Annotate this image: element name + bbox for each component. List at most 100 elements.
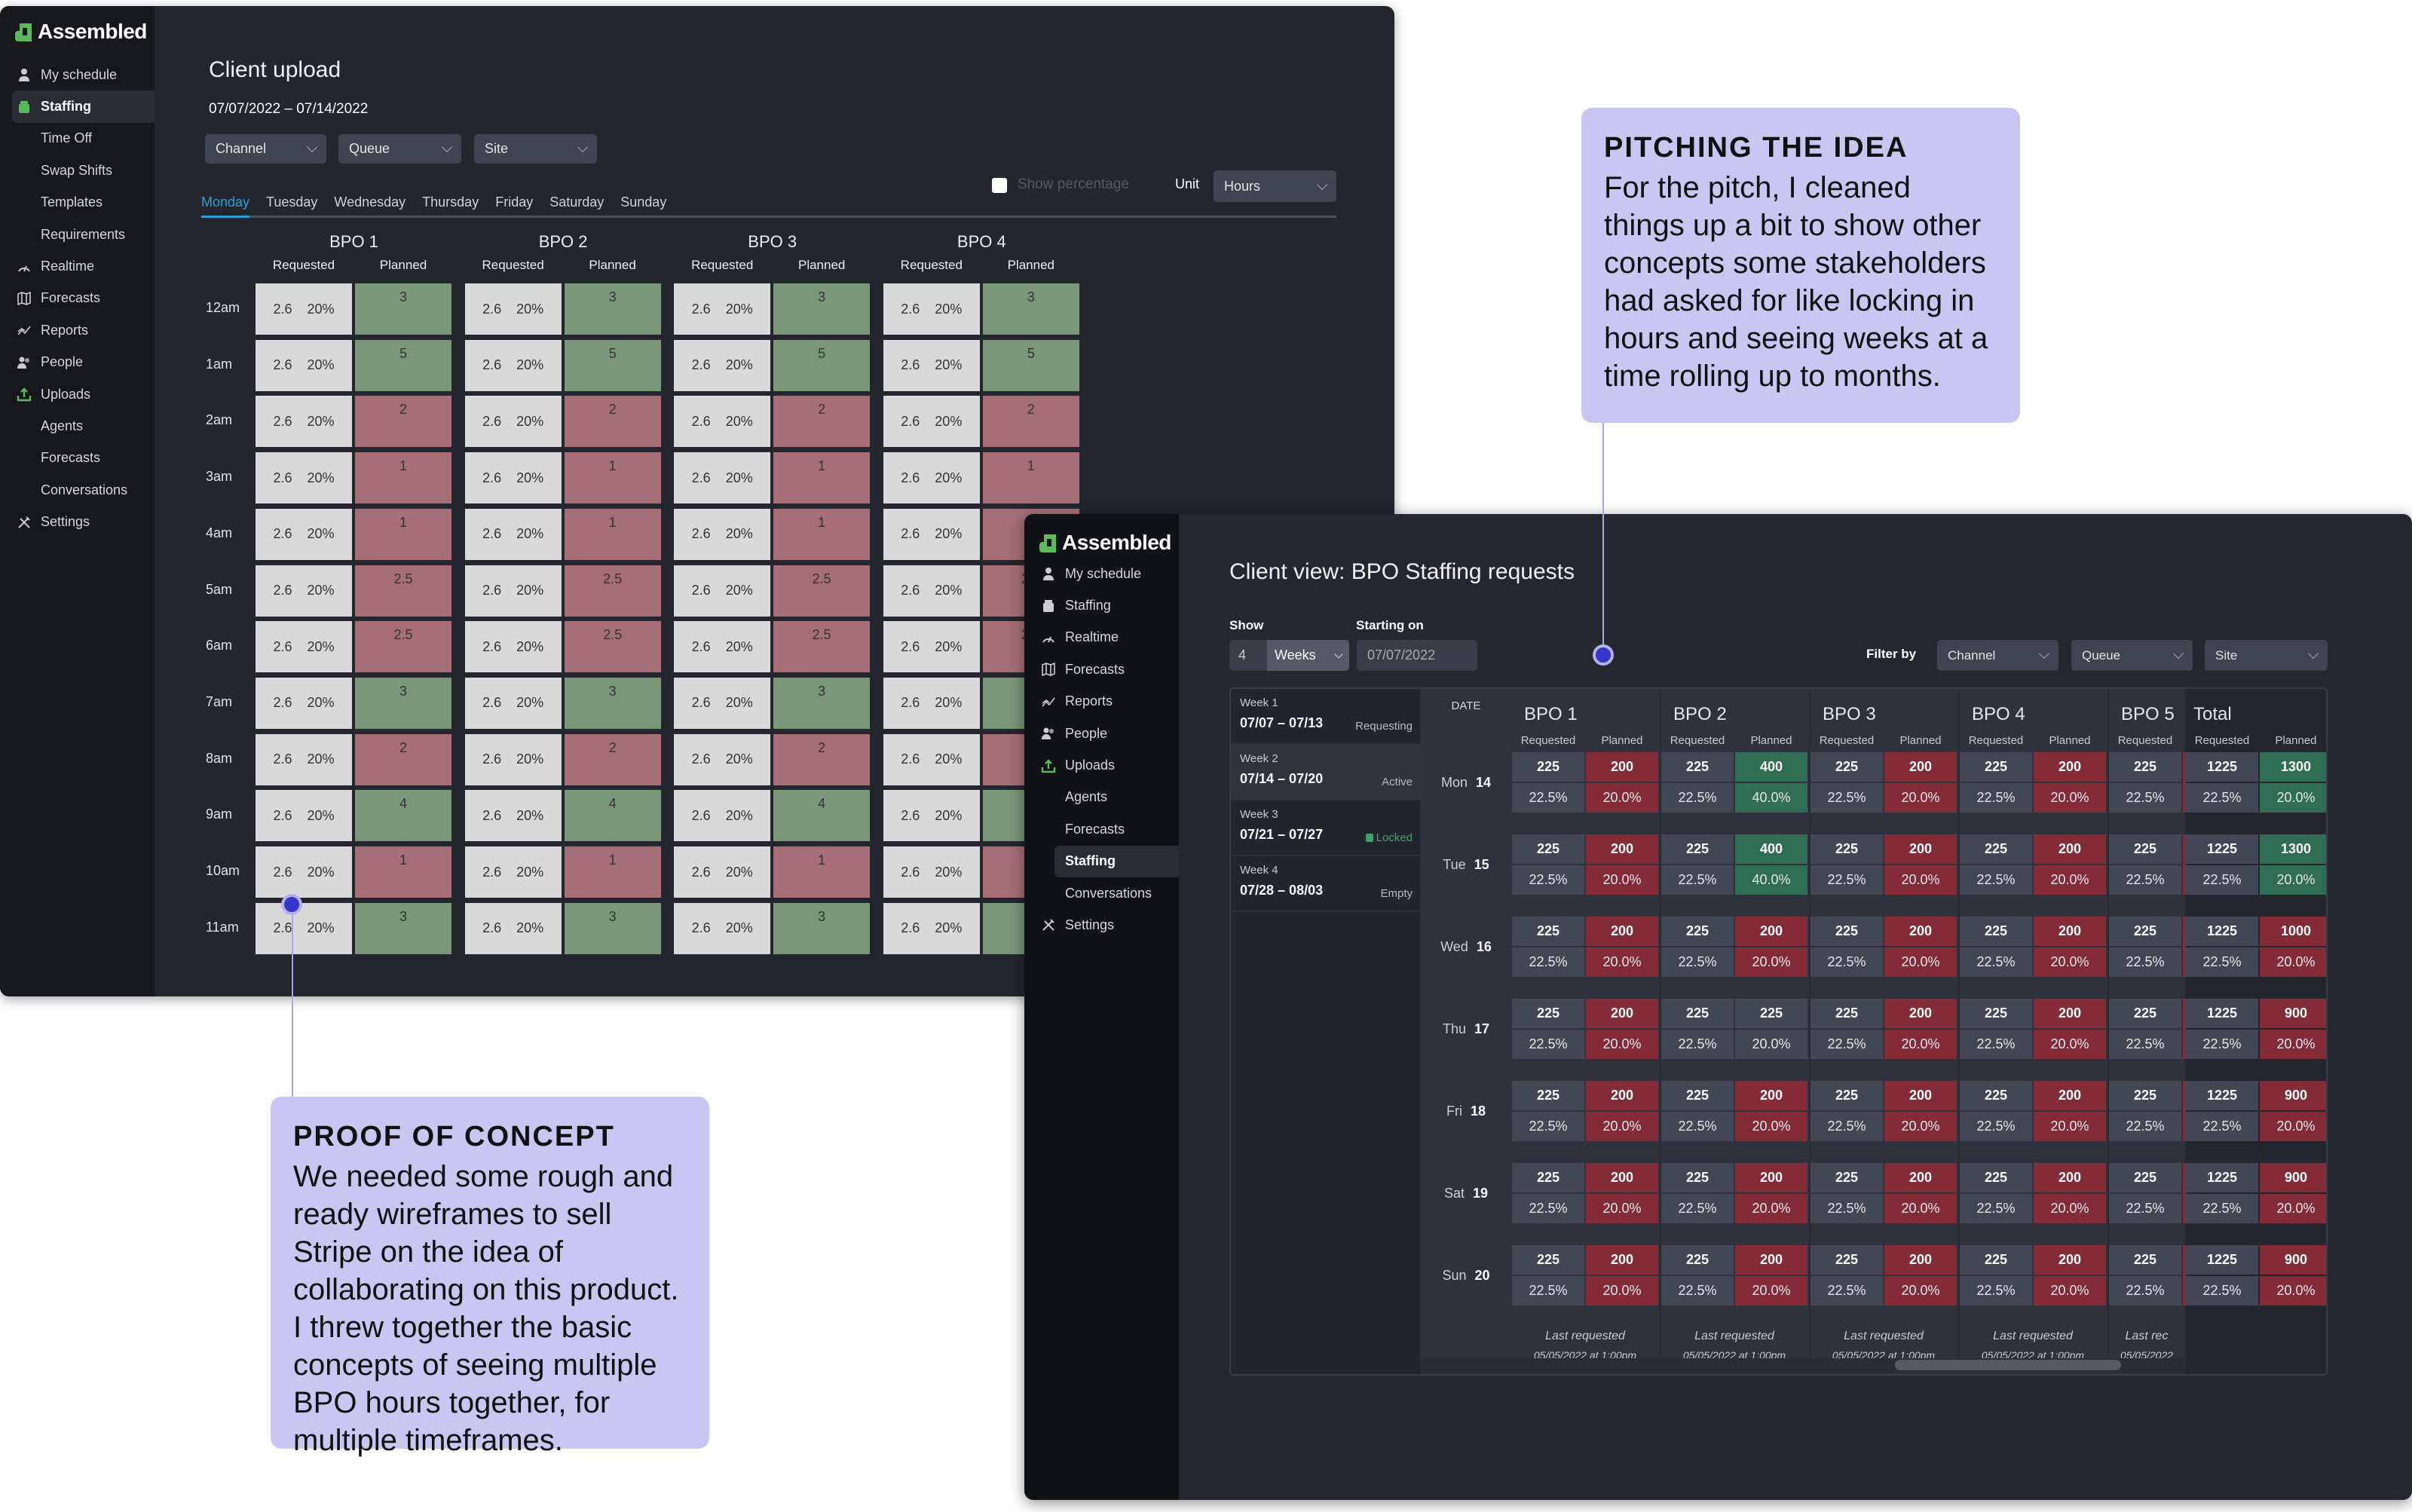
planned-cell[interactable]: 5 — [564, 339, 661, 391]
requested-cell[interactable]: 2.6 20% — [883, 677, 980, 729]
planned-percent[interactable]: 20.0% — [2034, 947, 2106, 977]
requested-value[interactable]: 225 — [1661, 917, 1734, 946]
requested-cell[interactable]: 2.6 20% — [674, 846, 771, 898]
requested-cell[interactable]: 2.6 20% — [256, 902, 352, 954]
requested-percent[interactable]: 22.5% — [1960, 947, 2032, 977]
planned-percent[interactable]: 20.0% — [2260, 1194, 2326, 1223]
planned-percent[interactable]: 20.0% — [1586, 865, 1658, 895]
planned-percent[interactable]: 20.0% — [2034, 783, 2106, 813]
requested-cell[interactable]: 2.6 20% — [256, 508, 352, 560]
sidebar-item-forecasts[interactable]: Forecasts — [0, 283, 155, 314]
planned-cell[interactable]: 3 — [355, 902, 451, 954]
requested-value[interactable]: 225 — [1960, 752, 2032, 782]
planned-value[interactable]: 200 — [1586, 752, 1658, 782]
planned-percent[interactable]: 20.0% — [2260, 783, 2326, 813]
requested-value[interactable]: 225 — [1661, 1081, 1734, 1110]
requested-cell[interactable]: 2.6 20% — [883, 283, 980, 335]
requested-percent[interactable]: 22.5% — [1512, 865, 1584, 895]
requested-cell[interactable]: 2.6 20% — [256, 733, 352, 785]
requested-cell[interactable]: 2.6 20% — [883, 396, 980, 448]
planned-cell[interactable]: 4 — [773, 790, 871, 842]
sidebar-item-reports[interactable]: Reports — [1024, 686, 1179, 718]
planned-percent[interactable]: 40.0% — [1735, 783, 1807, 813]
show-percentage-checkbox[interactable] — [992, 178, 1007, 193]
start-date-input[interactable]: 07/07/2022 — [1357, 640, 1477, 671]
planned-percent[interactable]: 20.0% — [2260, 1030, 2326, 1059]
planned-cell[interactable]: 2 — [982, 396, 1079, 448]
planned-percent[interactable]: 20.0% — [1586, 947, 1658, 977]
requested-percent[interactable]: 22.5% — [1960, 1030, 2032, 1059]
planned-cell[interactable]: 5 — [355, 339, 451, 391]
planned-cell[interactable]: 5 — [982, 339, 1079, 391]
requested-cell[interactable]: 2.6 20% — [674, 621, 771, 673]
week-item[interactable]: Week 3 07/21 – 07/27 Locked — [1231, 800, 1420, 856]
planned-percent[interactable]: 20.0% — [1586, 1276, 1658, 1305]
requested-value[interactable]: 1225 — [2186, 999, 2258, 1028]
week-item[interactable]: Week 1 07/07 – 07/13 Requesting — [1231, 689, 1420, 745]
requested-value[interactable]: 225 — [1960, 999, 2032, 1028]
requested-cell[interactable]: 2.6 20% — [464, 621, 562, 673]
requested-value[interactable]: 1225 — [2186, 834, 2258, 864]
sidebar-item-conversations[interactable]: Conversations — [0, 474, 155, 506]
planned-value[interactable]: 1300 — [2260, 834, 2326, 864]
planned-percent[interactable]: 20.0% — [1586, 783, 1658, 813]
sidebar-item-forecasts[interactable]: Forecasts — [0, 442, 155, 474]
planned-value[interactable]: 900 — [2260, 999, 2326, 1028]
queue-dropdown[interactable]: Queue — [2071, 640, 2193, 671]
planned-percent[interactable]: 20.0% — [2260, 1112, 2326, 1141]
sidebar-item-uploads[interactable]: Uploads — [1024, 749, 1179, 781]
planned-percent[interactable]: 20.0% — [1884, 1276, 1957, 1305]
planned-cell[interactable]: 3 — [773, 283, 871, 335]
planned-cell[interactable]: 2.5 — [355, 621, 451, 673]
requested-percent[interactable]: 22.5% — [1512, 783, 1584, 813]
planned-cell[interactable]: 2 — [773, 733, 871, 785]
requested-value[interactable]: 225 — [1512, 999, 1584, 1028]
week-item[interactable]: Week 4 07/28 – 08/03 Empty — [1231, 856, 1420, 912]
planned-cell[interactable]: 1 — [773, 846, 871, 898]
site-dropdown[interactable]: Site — [474, 134, 597, 164]
week-item[interactable]: Week 2 07/14 – 07/20 Active — [1231, 745, 1420, 800]
requested-percent[interactable]: 22.5% — [2186, 865, 2258, 895]
requested-cell[interactable]: 2.6 20% — [256, 565, 352, 617]
requested-value[interactable]: 1225 — [2186, 1081, 2258, 1110]
requested-value[interactable]: 1225 — [2186, 1245, 2258, 1275]
planned-value[interactable]: 200 — [2034, 752, 2106, 782]
requested-percent[interactable]: 22.5% — [2186, 1276, 2258, 1305]
planned-value[interactable]: 400 — [1735, 834, 1807, 864]
planned-value[interactable]: 200 — [1884, 917, 1957, 946]
planned-percent[interactable]: 20.0% — [1735, 1112, 1807, 1141]
planned-cell[interactable]: 1 — [982, 452, 1079, 504]
requested-cell[interactable]: 2.6 20% — [883, 846, 980, 898]
requested-percent[interactable]: 22.5% — [1811, 1194, 1883, 1223]
planned-cell[interactable]: 3 — [564, 677, 661, 729]
requested-cell[interactable]: 2.6 20% — [464, 283, 562, 335]
planned-percent[interactable]: 20.0% — [1884, 1194, 1957, 1223]
horizontal-scrollbar[interactable] — [1420, 1358, 2186, 1373]
planned-cell[interactable]: 3 — [355, 283, 451, 335]
sidebar-item-requirements[interactable]: Requirements — [0, 219, 155, 250]
requested-percent[interactable]: 22.5% — [1811, 865, 1883, 895]
requested-value[interactable]: 225 — [1960, 917, 2032, 946]
tab-monday[interactable]: Monday — [201, 194, 250, 210]
scrollbar-thumb[interactable] — [1895, 1360, 2121, 1370]
requested-value[interactable]: 225 — [2109, 999, 2181, 1028]
sidebar-item-realtime[interactable]: Realtime — [1024, 622, 1179, 653]
planned-value[interactable]: 200 — [1735, 917, 1807, 946]
queue-dropdown[interactable]: Queue — [338, 134, 461, 164]
sidebar-item-agents[interactable]: Agents — [1024, 782, 1179, 813]
planned-cell[interactable]: 3 — [564, 902, 661, 954]
planned-percent[interactable]: 20.0% — [1884, 1112, 1957, 1141]
requested-percent[interactable]: 22.5% — [1811, 947, 1883, 977]
requested-percent[interactable]: 22.5% — [1512, 1030, 1584, 1059]
planned-value[interactable]: 200 — [1586, 917, 1658, 946]
planned-percent[interactable]: 20.0% — [1586, 1030, 1658, 1059]
unit-select[interactable]: Weeks — [1267, 640, 1349, 671]
requested-percent[interactable]: 22.5% — [1960, 1112, 2032, 1141]
planned-cell[interactable]: 2 — [355, 396, 451, 448]
sidebar-item-people[interactable]: People — [0, 347, 155, 378]
planned-cell[interactable]: 3 — [564, 283, 661, 335]
tab-saturday[interactable]: Saturday — [549, 194, 605, 210]
planned-percent[interactable]: 20.0% — [1735, 947, 1807, 977]
planned-value[interactable]: 200 — [1586, 1081, 1658, 1110]
sidebar-item-templates[interactable]: Templates — [0, 187, 155, 219]
